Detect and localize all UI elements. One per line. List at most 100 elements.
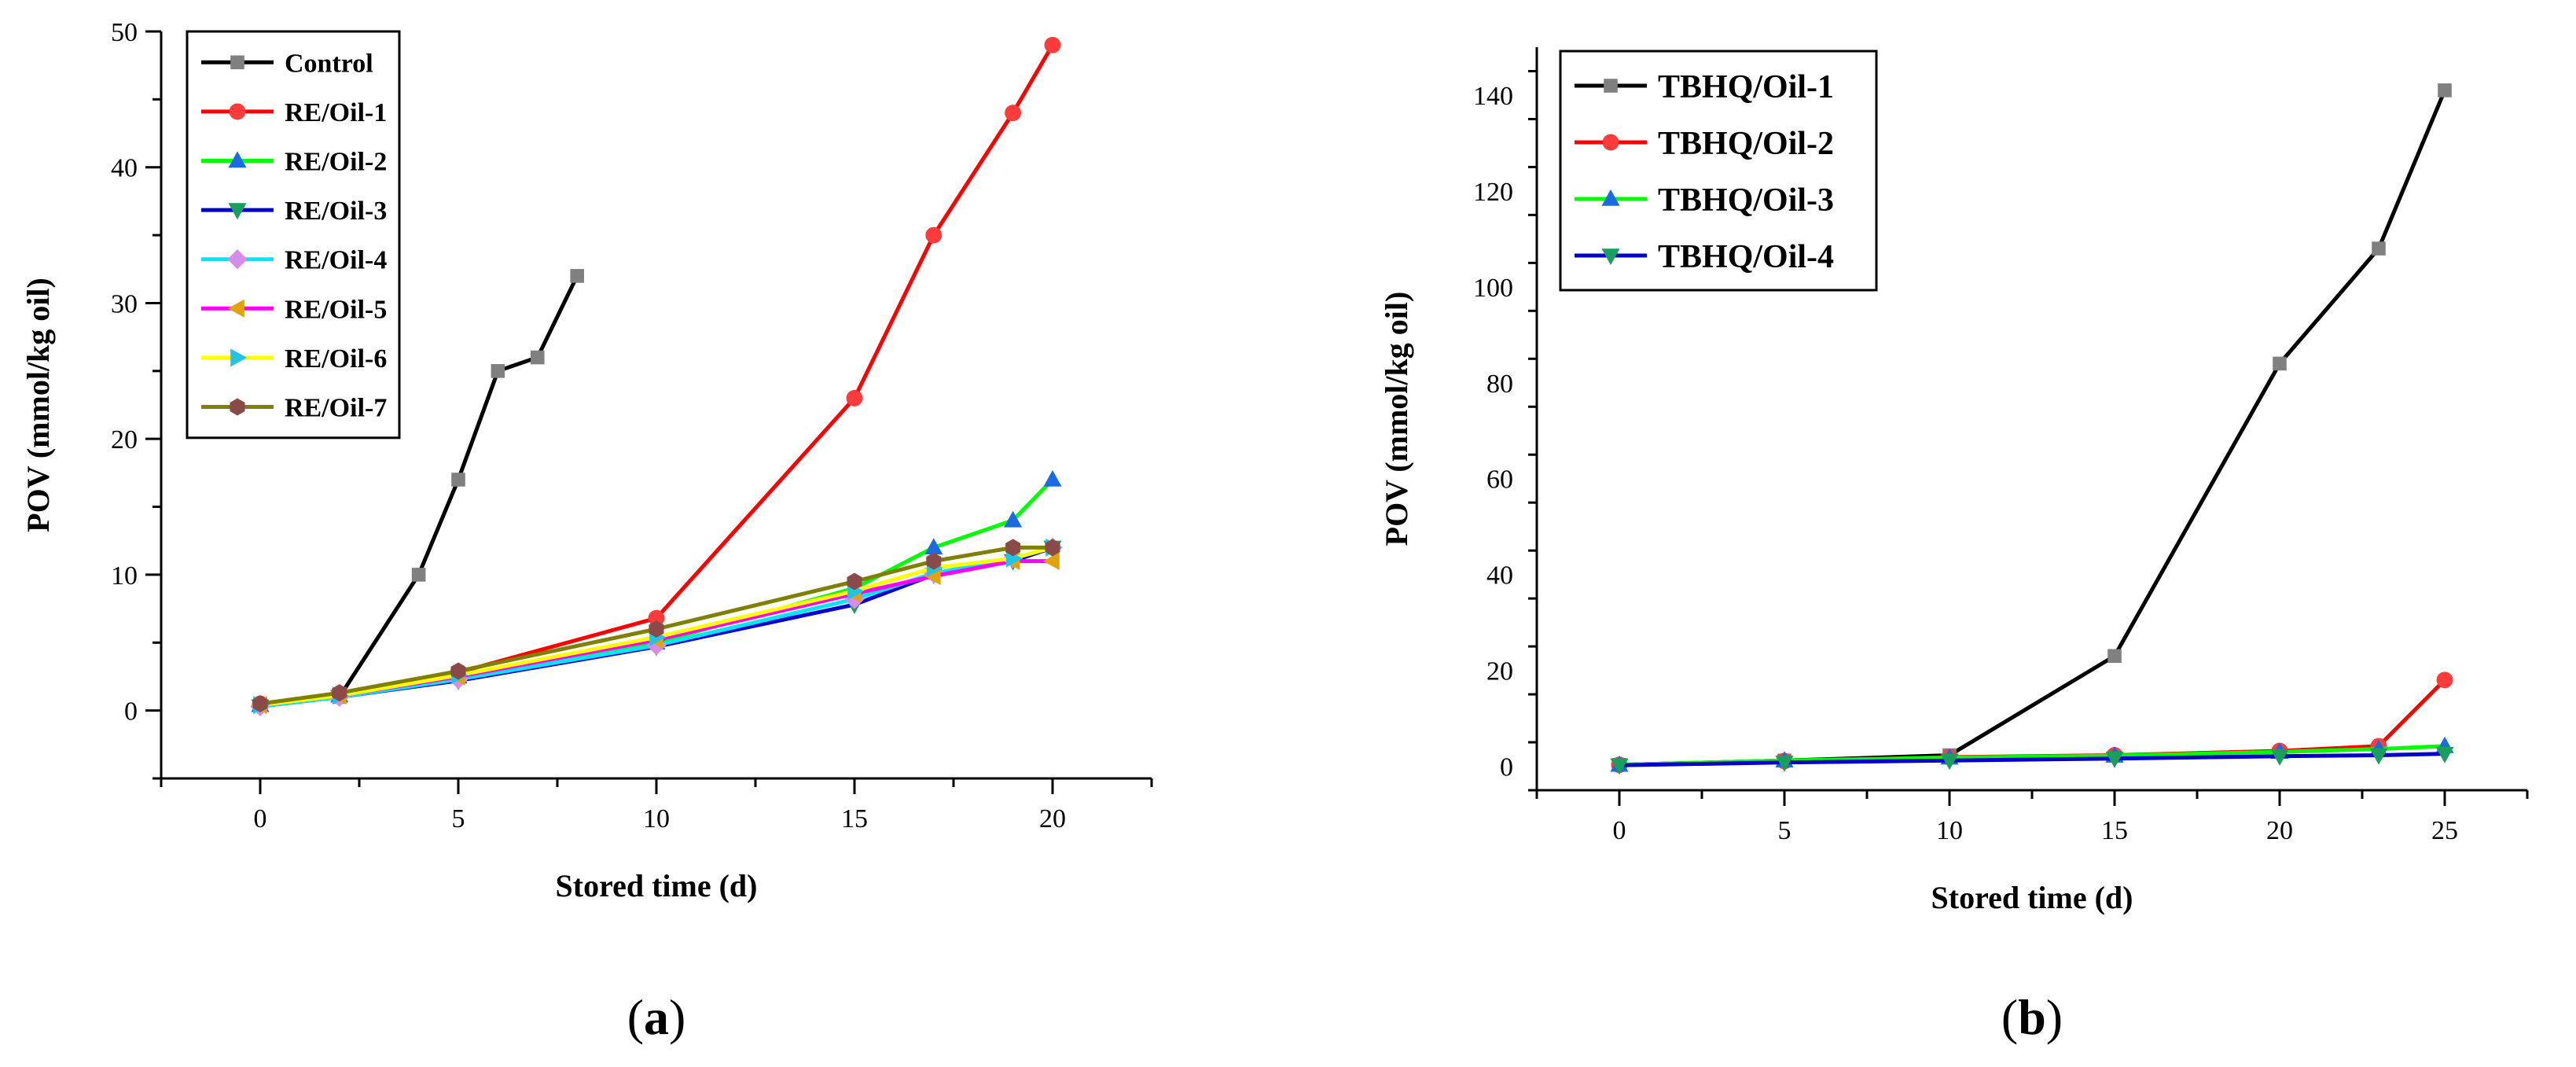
a-data-point	[847, 572, 862, 591]
a-legend-label: RE/Oil-5	[285, 295, 387, 324]
a-data-point	[1005, 539, 1021, 557]
b-legend-label: TBHQ/Oil-3	[1658, 182, 1834, 219]
a-data-point	[411, 568, 426, 582]
b-data-point	[1775, 755, 1794, 772]
a-legend-entry: RE/Oil-4	[201, 246, 387, 275]
b-legend-entry: TBHQ/Oil-1	[1575, 69, 1834, 105]
a-data-point	[924, 538, 943, 555]
a-data-point	[1043, 469, 1062, 487]
b-data-point	[2436, 671, 2453, 689]
a-data-point	[1004, 510, 1023, 528]
a-legend-label: Control	[285, 49, 373, 78]
a-legend-entry: RE/Oil-1	[201, 98, 387, 127]
a-data-point	[252, 695, 268, 712]
b-x-tick-label: 10	[1936, 816, 1963, 845]
a-data-point	[648, 609, 665, 627]
b-data-point	[2372, 241, 2386, 256]
a-x-tick-label: 20	[1039, 804, 1066, 833]
a-legend-entry: Control	[201, 49, 373, 78]
a-data-point	[926, 552, 942, 570]
a-legend-marker	[229, 103, 246, 120]
a-legend-label: RE/Oil-7	[285, 394, 387, 423]
b-x-tick-label: 0	[1613, 816, 1626, 845]
a-data-point	[925, 226, 943, 244]
a-data-point	[531, 350, 545, 365]
a-x-tick-label: 10	[643, 804, 670, 833]
b-legend-marker	[1601, 189, 1620, 206]
a-legend-marker	[230, 55, 244, 70]
a-data-point	[1045, 539, 1060, 557]
b-data-point	[2369, 748, 2388, 765]
b-series-tbhq-oil-4	[1610, 746, 2454, 775]
b-legend-marker	[1602, 134, 1619, 151]
a-panel-paren-close: )	[669, 989, 685, 1045]
b-x-tick-label: 5	[1778, 816, 1791, 845]
b-y-tick-label: 120	[1473, 178, 1513, 207]
b-legend-marker	[1604, 79, 1618, 93]
b-legend-marker	[1601, 248, 1620, 266]
a-legend-label: RE/Oil-2	[285, 148, 387, 177]
b-y-tick-label: 0	[1500, 753, 1513, 782]
b-x-tick-label: 20	[2266, 816, 2293, 845]
b-data-point	[2107, 649, 2122, 664]
a-legend-entry: RE/Oil-2	[201, 148, 387, 177]
b-data-point	[2105, 751, 2124, 768]
b-legend-label: TBHQ/Oil-2	[1658, 126, 1834, 162]
a-x-axis-title: Stored time (d)	[556, 868, 758, 903]
b-panel-letter: b	[2018, 989, 2046, 1045]
a-data-point	[332, 684, 347, 702]
a-panel-label: (a)	[627, 989, 686, 1045]
a-legend-marker	[227, 249, 248, 270]
a-panel-letter: a	[644, 989, 669, 1045]
a-x-tick-label: 0	[254, 804, 267, 833]
b-y-tick-label: 40	[1486, 561, 1513, 591]
a-y-tick-label: 30	[111, 289, 138, 318]
a-legend-box	[186, 30, 401, 440]
b-x-axis-title: Stored time (d)	[1931, 880, 2133, 915]
a-data-point	[1042, 552, 1060, 571]
b-data-point	[1610, 758, 1629, 775]
a-legend-marker	[227, 299, 244, 318]
a-y-axis-title: POV (mmol/kg oil)	[20, 278, 56, 532]
a-series-line	[259, 545, 1053, 708]
a-legend-marker	[228, 203, 247, 220]
a-series-re-oil-2	[251, 469, 1062, 712]
a-x-tick-label: 5	[452, 804, 465, 833]
a-legend-entry: RE/Oil-6	[201, 344, 387, 373]
b-y-tick-label: 100	[1473, 274, 1513, 303]
b-panel-paren-close: )	[2046, 989, 2063, 1045]
b-x-tick-label: 25	[2431, 816, 2458, 845]
a-y-tick-label: 20	[111, 425, 138, 454]
a-y-tick-label: 40	[111, 154, 138, 183]
b-x-tick-label: 15	[2101, 816, 2128, 845]
a-data-point	[450, 662, 466, 680]
b-y-tick-label: 20	[1486, 657, 1513, 686]
a-data-point	[570, 269, 584, 283]
a-data-point	[491, 364, 505, 378]
b-y-tick-label: 60	[1486, 465, 1513, 495]
a-series-re-oil-7	[252, 539, 1060, 712]
a-data-point	[451, 473, 465, 487]
a-legend-marker	[230, 398, 245, 416]
a-legend-label: RE/Oil-4	[285, 246, 387, 275]
a-data-point	[1044, 36, 1061, 53]
a-legend-label: RE/Oil-1	[285, 98, 387, 127]
chart-a: 0 5 10 15 20 0 10 20 30 40 50 Stored time (d) POV (m…	[20, 18, 1153, 1045]
b-data-point	[2273, 356, 2287, 371]
b-data-point	[2270, 749, 2289, 766]
a-x-tick-label: 15	[841, 804, 868, 833]
b-panel-paren-open: (	[2001, 989, 2018, 1045]
chart-b: 0 5 10 15 20 25 0 20 40 60 80 100 120 140 Stored time …	[1379, 47, 2529, 1045]
b-data-point	[2435, 746, 2454, 763]
b-legend: TBHQ/Oil-1 TBHQ/Oil-2 TBHQ/Oil-3 TBHQ/Oil-4	[1559, 50, 1878, 292]
b-legend-label: TBHQ/Oil-1	[1658, 69, 1834, 105]
b-data-point	[1940, 753, 1959, 771]
b-data-point	[2438, 83, 2452, 98]
b-y-axis-title: POV (mmol/kg oil)	[1379, 292, 1414, 546]
b-panel-label: (b)	[2001, 989, 2063, 1045]
b-legend-entry: TBHQ/Oil-2	[1575, 126, 1834, 162]
a-series-line	[259, 545, 1053, 706]
b-y-tick-label: 80	[1486, 370, 1513, 399]
a-series-line	[259, 478, 1054, 708]
b-legend-entry: TBHQ/Oil-4	[1575, 239, 1834, 275]
